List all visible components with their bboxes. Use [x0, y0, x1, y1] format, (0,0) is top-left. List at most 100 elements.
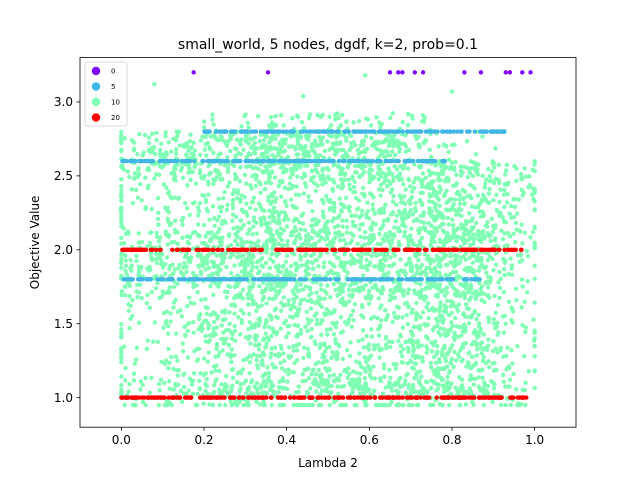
scatter-point-series-10	[277, 234, 282, 240]
scatter-point-series-10	[187, 295, 192, 300]
scatter-point-series-10	[330, 141, 335, 146]
scatter-point-series-10	[182, 144, 187, 150]
scatter-point-series-10	[233, 338, 238, 343]
scatter-point-series-10	[311, 266, 316, 271]
scatter-point-series-5	[136, 277, 142, 282]
scatter-point-series-10	[211, 177, 216, 182]
scatter-point-series-10	[465, 174, 471, 180]
scatter-point-series-10	[277, 147, 283, 153]
scatter-point-series-5	[158, 277, 163, 282]
scatter-point-series-10	[207, 217, 212, 222]
scatter-point-series-10	[347, 283, 353, 288]
scatter-point-series-10	[180, 235, 185, 240]
scatter-point-series-10	[494, 192, 499, 198]
scatter-point-series-10	[369, 327, 374, 332]
scatter-point-series-10	[187, 376, 193, 381]
scatter-point-series-10	[400, 119, 405, 125]
scatter-point-series-10	[283, 368, 288, 374]
scatter-point-series-10	[379, 187, 385, 193]
scatter-point-series-10	[150, 339, 156, 344]
scatter-point-series-10	[185, 321, 191, 327]
scatter-point-series-10	[367, 216, 372, 221]
scatter-point-series-10	[350, 390, 355, 395]
scatter-point-series-10	[344, 241, 349, 246]
scatter-point-series-10	[213, 368, 218, 373]
scatter-point-series-10	[379, 347, 385, 352]
scatter-point-series-10	[177, 143, 182, 148]
scatter-point-series-10	[414, 324, 419, 330]
scatter-point-series-5	[328, 277, 333, 282]
scatter-point-series-10	[302, 163, 308, 168]
scatter-point-series-10	[356, 338, 361, 344]
scatter-point-series-10	[381, 365, 387, 371]
scatter-point-series-10	[502, 204, 507, 210]
scatter-point-series-10	[519, 175, 524, 181]
scatter-point-series-10	[144, 346, 150, 352]
scatter-point-series-10	[215, 313, 221, 319]
scatter-point-series-10	[228, 399, 234, 404]
scatter-point-series-10	[233, 238, 238, 243]
scatter-point-series-10	[271, 259, 276, 264]
scatter-point-series-10	[231, 252, 236, 257]
scatter-point-series-10	[204, 206, 209, 212]
scatter-point-series-10	[217, 368, 222, 374]
scatter-point-series-10	[340, 329, 345, 334]
scatter-point-series-10	[349, 377, 355, 382]
scatter-point-series-10	[222, 190, 227, 195]
scatter-point-series-10	[258, 353, 263, 359]
scatter-point-series-10	[163, 134, 168, 139]
scatter-point-series-10	[378, 323, 383, 328]
scatter-point-series-10	[417, 323, 423, 329]
scatter-point-series-10	[197, 200, 203, 206]
scatter-point-series-10	[475, 335, 480, 340]
scatter-point-series-10	[273, 113, 278, 119]
scatter-point-series-10	[463, 340, 468, 346]
scatter-point-series-5	[472, 129, 477, 134]
scatter-point-series-10	[261, 138, 267, 143]
scatter-point-series-10	[410, 402, 415, 408]
scatter-point-series-10	[305, 241, 311, 247]
scatter-point-series-10	[335, 351, 340, 357]
scatter-point-series-10	[159, 359, 164, 365]
scatter-point-series-10	[426, 316, 431, 321]
scatter-point-series-10	[462, 390, 467, 395]
scatter-point-series-10	[347, 380, 352, 386]
scatter-point-series-10	[405, 166, 411, 171]
scatter-point-series-10	[418, 314, 423, 320]
scatter-point-series-10	[532, 159, 537, 164]
scatter-point-series-10	[327, 207, 332, 212]
scatter-point-series-10	[500, 372, 506, 378]
scatter-point-series-10	[327, 114, 332, 120]
scatter-point-series-10	[414, 243, 420, 249]
scatter-point-series-10	[375, 139, 380, 145]
scatter-point-series-10	[302, 297, 307, 302]
scatter-point-series-10	[409, 267, 414, 272]
scatter-point-series-10	[450, 260, 455, 266]
scatter-point-series-10	[238, 199, 243, 205]
scatter-point-series-10	[207, 162, 213, 167]
scatter-point-series-10	[175, 358, 180, 363]
scatter-point-series-10	[195, 289, 200, 295]
scatter-point-series-10	[432, 324, 437, 330]
scatter-point-series-10	[362, 164, 368, 169]
scatter-point-series-10	[504, 168, 509, 173]
scatter-point-series-10	[387, 293, 393, 298]
scatter-point-series-10	[244, 181, 249, 186]
scatter-point-series-10	[436, 262, 441, 267]
scatter-point-series-10	[427, 147, 432, 153]
scatter-point-series-10	[146, 268, 152, 273]
scatter-point-series-10	[330, 270, 335, 276]
scatter-point-series-10	[199, 297, 204, 303]
scatter-point-series-10	[481, 354, 486, 360]
scatter-point-series-10	[391, 361, 396, 367]
scatter-point-series-10	[422, 390, 427, 396]
scatter-point-series-10	[156, 222, 161, 227]
scatter-point-series-10	[276, 183, 281, 189]
scatter-point-series-10	[119, 321, 124, 327]
scatter-point-series-10	[485, 199, 490, 205]
scatter-point-series-10	[419, 235, 425, 241]
scatter-point-series-10	[253, 241, 258, 247]
scatter-point-series-10	[162, 262, 168, 267]
scatter-point-series-10	[308, 306, 314, 311]
scatter-point-series-5	[370, 129, 376, 134]
